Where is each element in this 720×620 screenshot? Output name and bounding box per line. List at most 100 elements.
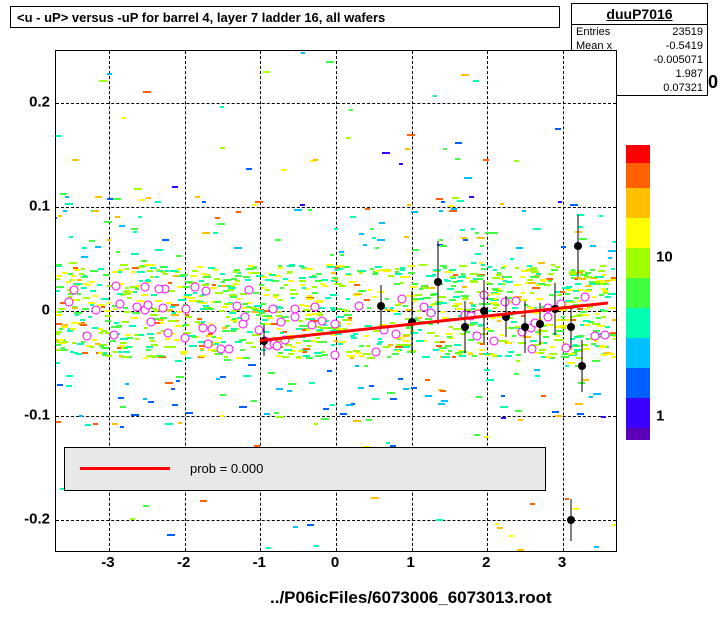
density-cell (480, 245, 484, 247)
density-cell (221, 341, 226, 343)
density-cell (121, 356, 129, 358)
density-cell (507, 291, 513, 293)
density-cell (480, 343, 485, 345)
density-cell (488, 298, 494, 300)
density-cell (220, 273, 225, 275)
density-cell (284, 349, 292, 351)
density-cell (354, 284, 360, 286)
density-cell (514, 284, 521, 286)
density-cell (95, 196, 102, 198)
density-cell (569, 273, 576, 275)
density-cell (387, 392, 395, 394)
density-cell (364, 299, 370, 301)
density-cell (506, 281, 513, 283)
density-cell (461, 74, 469, 76)
density-cell (66, 281, 71, 283)
density-cell (57, 384, 63, 386)
density-cell (507, 342, 511, 344)
density-cell (375, 266, 382, 268)
density-cell (516, 360, 520, 362)
density-cell (372, 273, 378, 275)
density-cell (522, 210, 526, 212)
density-cell (206, 308, 214, 310)
density-cell (578, 226, 583, 228)
density-cell (439, 302, 447, 304)
density-cell (180, 274, 188, 276)
density-cell (55, 323, 62, 325)
density-cell (565, 365, 569, 367)
density-cell (484, 369, 490, 371)
density-cell (436, 519, 443, 521)
density-cell (217, 337, 222, 339)
density-cell (567, 362, 575, 364)
density-cell (605, 326, 610, 328)
gridline-h (56, 520, 616, 521)
density-cell (411, 387, 417, 389)
density-cell (316, 337, 320, 339)
density-cell (439, 239, 443, 241)
density-cell (408, 265, 415, 267)
density-cell (112, 423, 118, 425)
density-cell (299, 280, 306, 282)
density-cell (215, 217, 220, 219)
density-cell (150, 314, 158, 316)
density-cell (440, 265, 447, 267)
density-cell (561, 246, 566, 248)
legend-line (80, 467, 170, 470)
density-cell (541, 395, 546, 397)
density-cell (425, 379, 430, 381)
density-cell (175, 360, 182, 362)
density-cell (367, 307, 371, 309)
x-tick-label: 1 (407, 554, 415, 571)
density-cell (248, 265, 254, 267)
density-cell (186, 357, 191, 359)
profile-marker (308, 321, 317, 330)
density-cell (452, 305, 458, 307)
density-cell (122, 321, 129, 323)
density-cell (290, 289, 296, 291)
density-cell (150, 276, 154, 278)
density-cell (408, 272, 415, 274)
density-cell (372, 398, 379, 400)
density-cell (298, 320, 303, 322)
density-cell (479, 262, 483, 264)
density-cell (55, 278, 60, 280)
density-cell (612, 524, 617, 526)
density-cell (118, 269, 124, 271)
density-cell (65, 196, 69, 198)
density-cell (172, 312, 176, 314)
density-cell (174, 339, 180, 341)
density-cell (327, 266, 335, 268)
density-cell (472, 355, 477, 357)
density-cell (56, 362, 60, 364)
density-cell (575, 283, 581, 285)
density-cell (567, 353, 575, 355)
density-cell (469, 302, 473, 304)
density-cell (288, 383, 296, 385)
density-cell (276, 355, 282, 357)
density-cell (497, 527, 503, 529)
density-cell (165, 423, 173, 425)
density-cell (308, 209, 312, 211)
density-cell (230, 330, 234, 332)
density-cell (139, 280, 143, 282)
density-cell (364, 365, 368, 367)
density-cell (296, 356, 301, 358)
density-cell (138, 266, 144, 268)
density-cell (517, 549, 524, 551)
y-tick-label: -0.1 (6, 406, 50, 423)
density-cell (250, 307, 256, 309)
density-cell (88, 316, 92, 318)
profile-marker (355, 301, 364, 310)
density-cell (350, 335, 355, 337)
density-cell (305, 314, 312, 316)
density-cell (530, 340, 537, 342)
density-cell (133, 231, 137, 233)
density-cell (273, 296, 278, 298)
density-cell (176, 376, 184, 378)
profile-marker (181, 334, 190, 343)
density-cell (449, 299, 456, 301)
density-cell (95, 246, 101, 248)
density-cell (448, 350, 452, 352)
density-cell (400, 267, 405, 269)
